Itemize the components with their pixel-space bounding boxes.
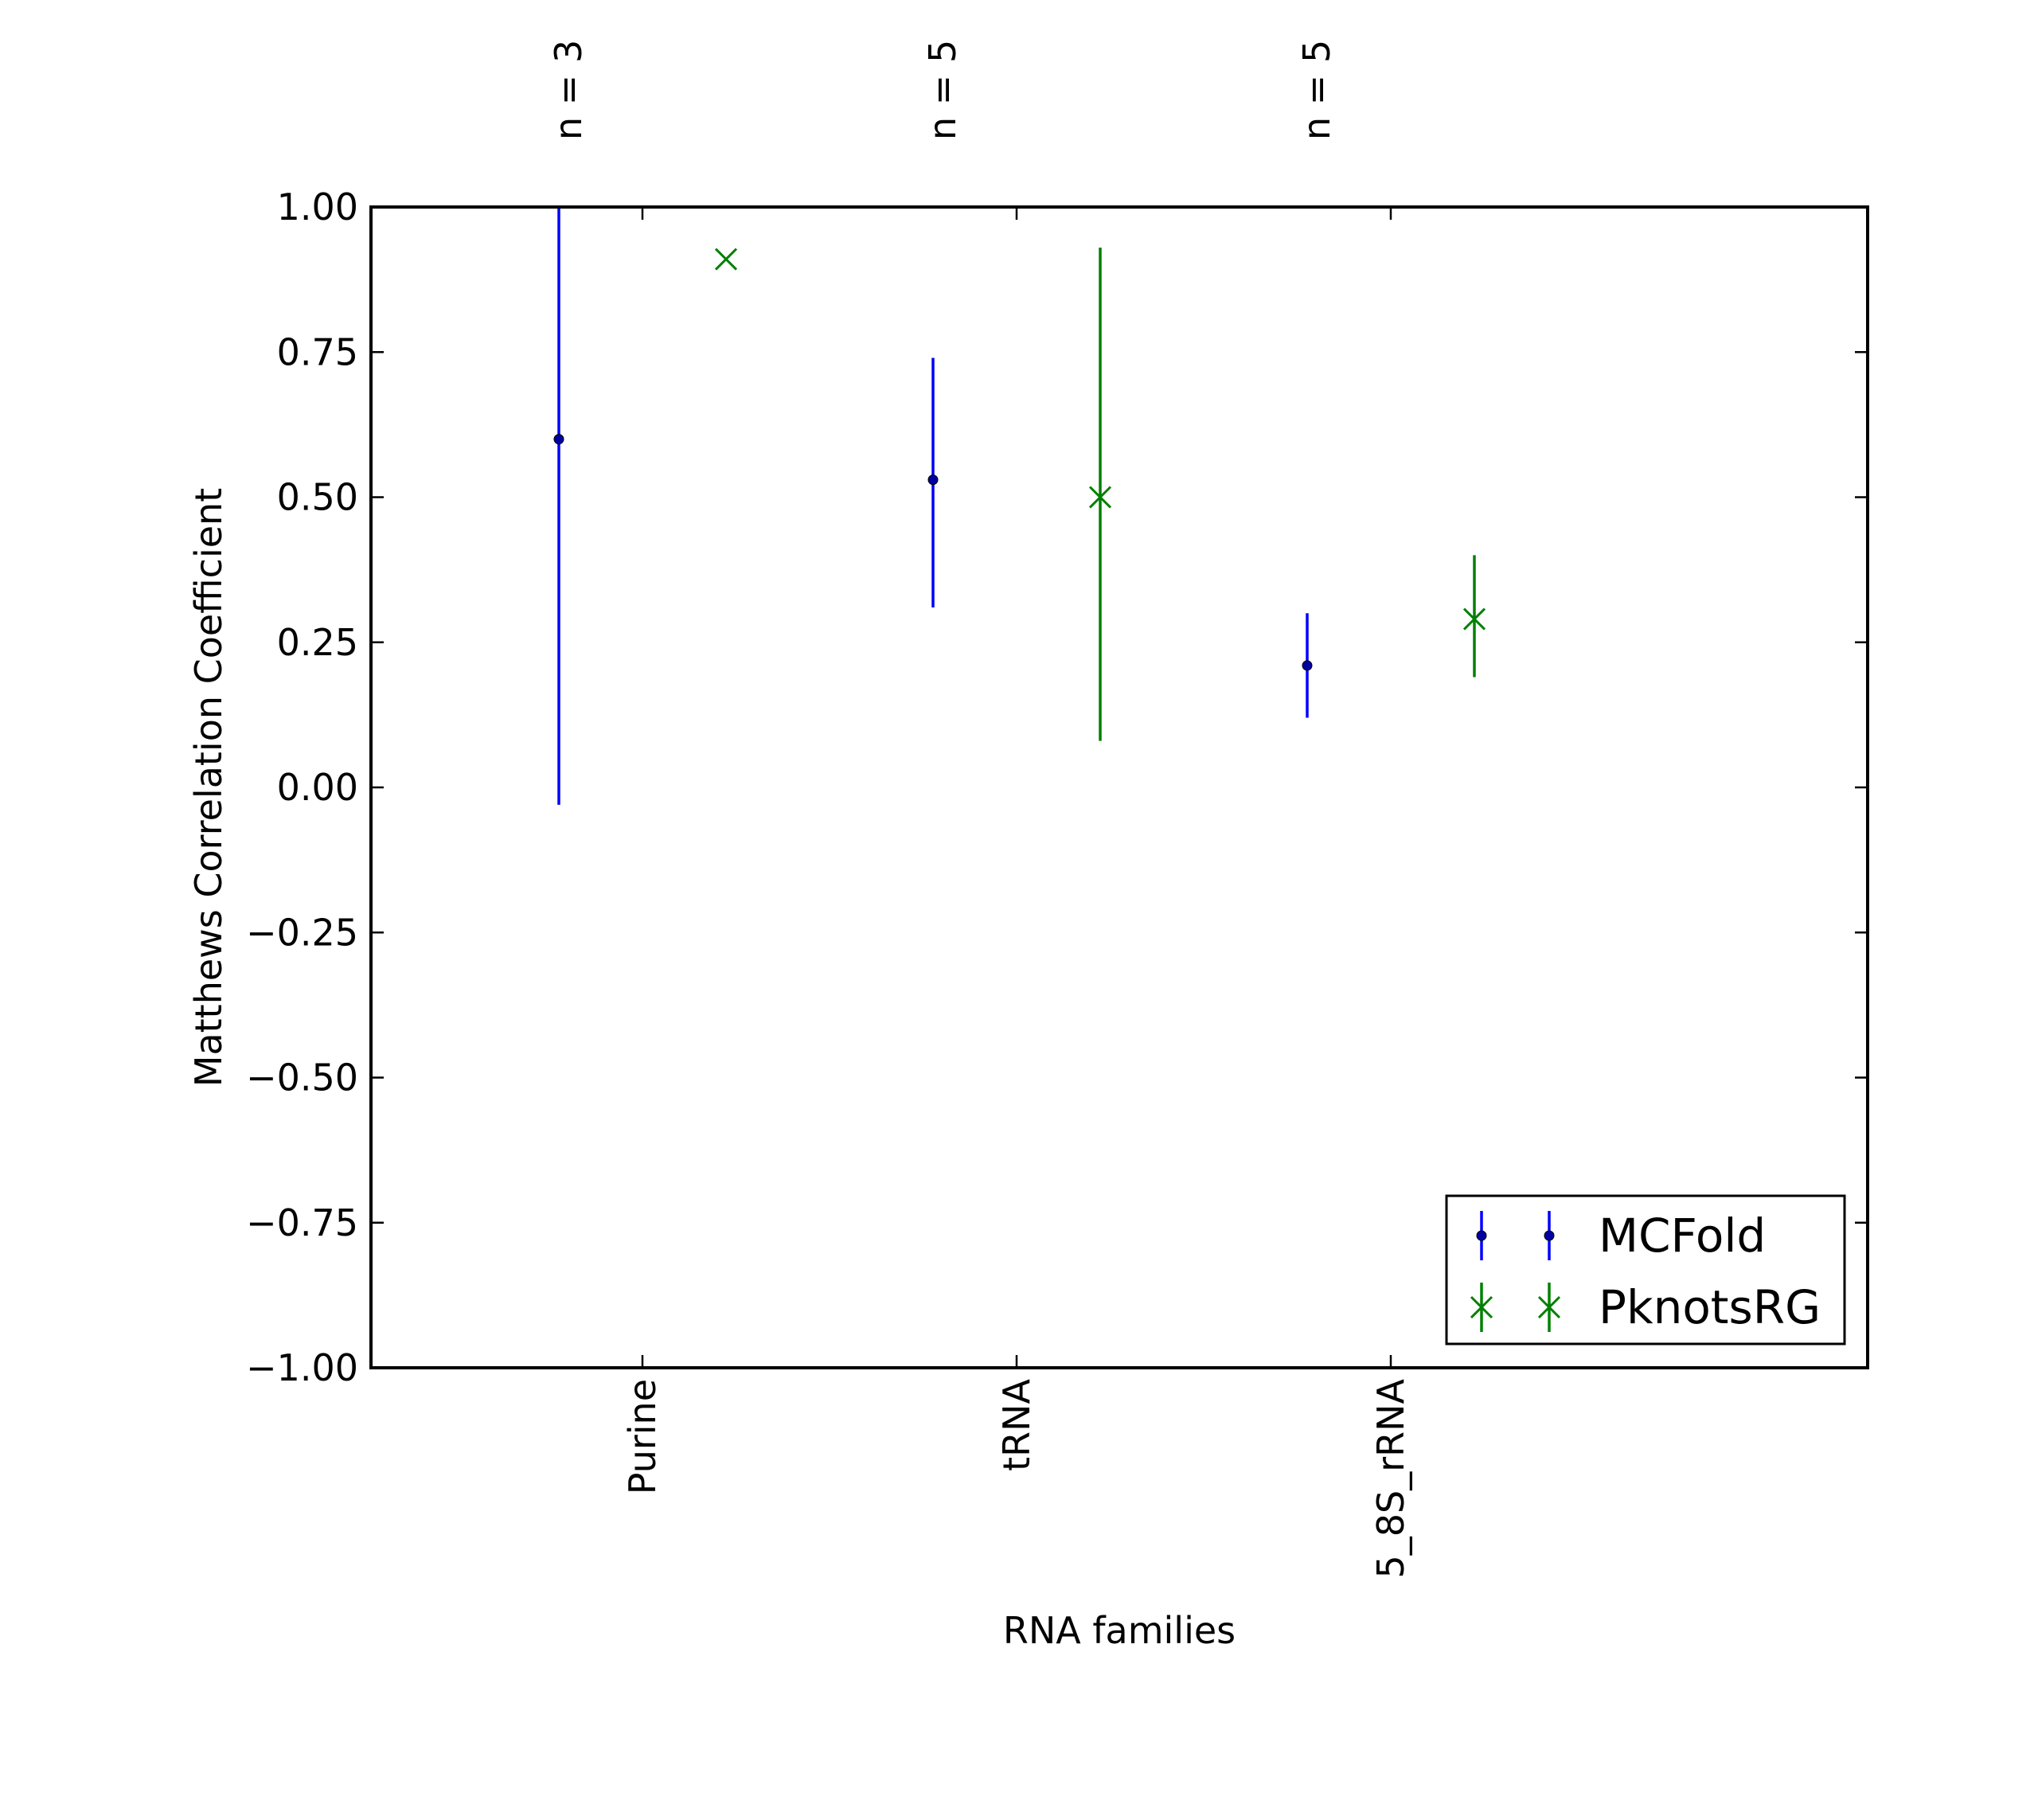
y-tick-label: 0.00 (277, 766, 358, 809)
pknotsrg-point-1 (1088, 486, 1112, 509)
y-axis-title: Matthews Correlation Coefficient (187, 488, 230, 1088)
pknotsrg-point-0-stroke-b (714, 248, 738, 271)
mcfold-point-2 (1302, 660, 1313, 671)
y-tick-label: −1.00 (246, 1346, 358, 1389)
x-tick-label: 5_8S_rRNA (1369, 1378, 1412, 1578)
legend-mcfold-marker-0 (1476, 1230, 1487, 1241)
count-label: n = 5 (1295, 40, 1338, 140)
y-tick-label: 1.00 (277, 186, 358, 228)
x-tick-label: Purine (621, 1379, 664, 1494)
plot-frame (369, 205, 1869, 1369)
x-axis-title: RNA families (1003, 1609, 1236, 1652)
legend-pknotsrg-marker-0-stroke-b (1470, 1295, 1493, 1319)
legend-label-mcfold: MCFold (1599, 1209, 1766, 1263)
pknotsrg-point-2 (1462, 607, 1486, 631)
legend-pknotsrg-marker-1 (1537, 1295, 1561, 1319)
legend: MCFold PknotsRG (1445, 1194, 1846, 1345)
count-label: n = 5 (921, 40, 964, 140)
y-tick-label: 0.75 (277, 330, 358, 373)
y-tick-label: 0.25 (277, 621, 358, 664)
pknotsrg-point-1-stroke-b (1088, 486, 1112, 509)
y-tick-label: −0.25 (246, 911, 358, 954)
mcfold-point-1 (927, 475, 939, 486)
y-tick-label: 0.50 (277, 476, 358, 519)
pknotsrg-point-0 (714, 248, 738, 271)
legend-label-pknotsrg: PknotsRG (1599, 1280, 1821, 1334)
count-label: n = 3 (547, 40, 590, 140)
x-tick-label: tRNA (995, 1378, 1038, 1470)
legend-box (1445, 1194, 1846, 1345)
legend-mcfold-marker-1 (1544, 1230, 1555, 1241)
y-tick-label: −0.75 (246, 1201, 358, 1244)
legend-pknotsrg-marker-1-stroke-b (1537, 1295, 1561, 1319)
mcfold-point-0 (553, 434, 564, 445)
legend-pknotsrg-marker-0 (1470, 1295, 1493, 1319)
y-tick-label: −0.50 (246, 1056, 358, 1099)
pknotsrg-point-2-stroke-b (1462, 607, 1486, 631)
